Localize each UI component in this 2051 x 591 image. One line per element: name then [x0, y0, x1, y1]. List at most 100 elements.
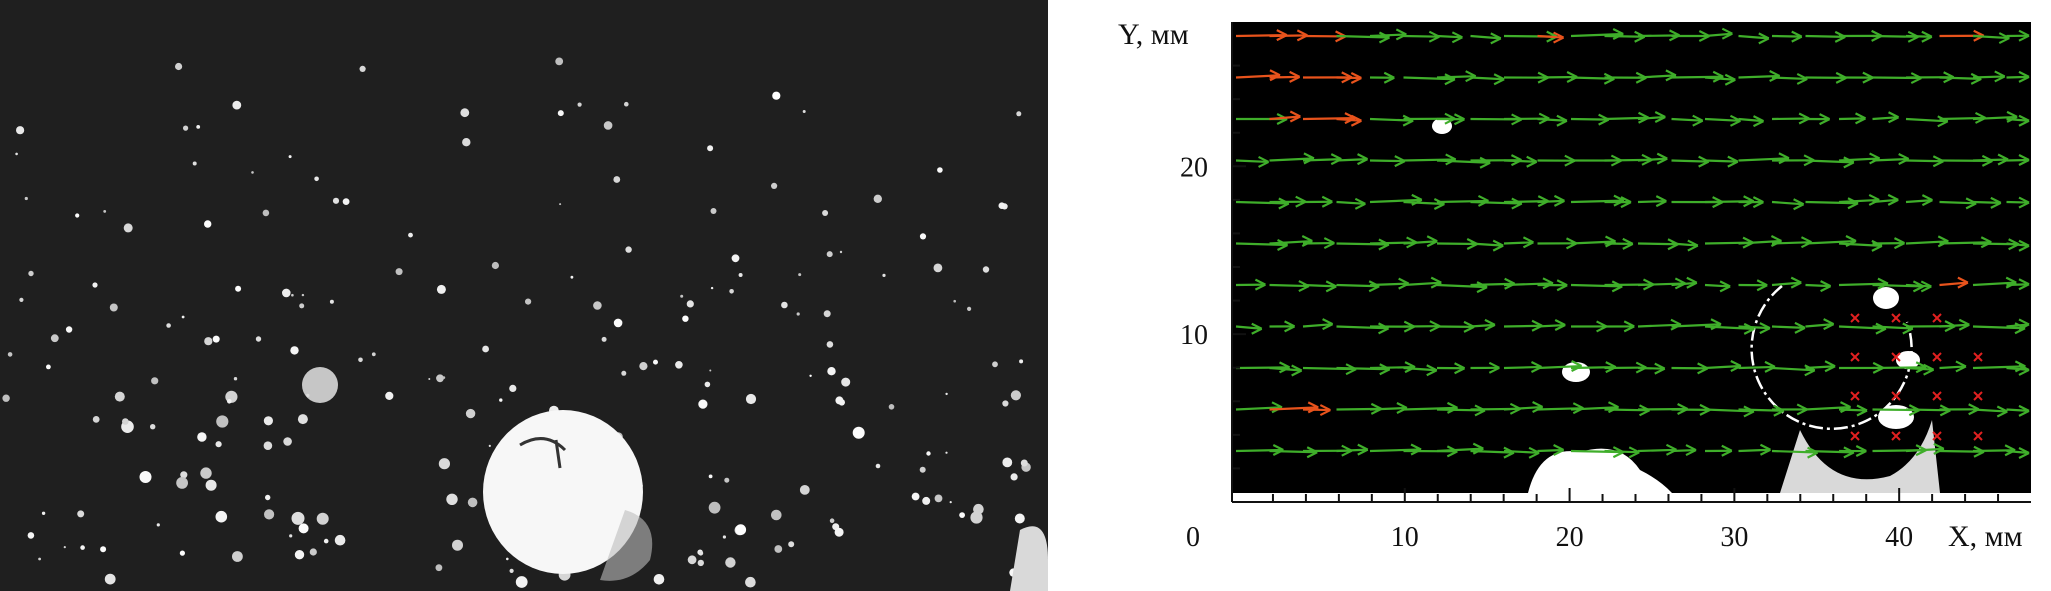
- masked-marker: [1850, 352, 1860, 362]
- seed-particle: [15, 152, 18, 156]
- x-tick-label: 30: [1720, 522, 1748, 553]
- velocity-vector: [1336, 153, 1369, 166]
- seed-particle: [796, 312, 800, 316]
- seed-particle: [204, 220, 212, 228]
- seed-particle: [1010, 390, 1022, 401]
- velocity-vector: [1302, 318, 1334, 331]
- seed-particle: [255, 336, 262, 342]
- seed-particle: [1002, 457, 1013, 468]
- velocity-vector: [1939, 318, 1970, 331]
- velocity-vector: [1302, 195, 1333, 208]
- velocity-vector: [2006, 363, 2030, 376]
- seed-particle: [998, 202, 1006, 209]
- seed-particle: [452, 539, 463, 551]
- seed-particle: [215, 441, 222, 448]
- velocity-vector: [1637, 110, 1666, 123]
- velocity-vector: [1838, 71, 1874, 84]
- piv-vector-field: 10 20 30 40 10 20 Y, мм X, мм 0: [1118, 18, 2031, 553]
- white-blob: [1562, 362, 1590, 382]
- seed-particle: [722, 535, 727, 539]
- seed-particle: [1016, 111, 1022, 117]
- masked-marker: [1932, 391, 1942, 401]
- masked-marker: [1850, 313, 1860, 323]
- seed-particle: [114, 391, 125, 402]
- seed-particle: [436, 284, 446, 294]
- seed-particle: [788, 541, 795, 548]
- seed-particle: [50, 334, 59, 343]
- seed-particle: [233, 377, 238, 381]
- velocity-vector: [1972, 196, 2002, 209]
- seed-particle: [729, 289, 734, 294]
- velocity-vector: [1972, 70, 2006, 83]
- seed-particle: [675, 361, 683, 369]
- velocity-vector: [1738, 443, 1771, 456]
- origin-label: 0: [1186, 522, 1200, 553]
- seed-particle: [834, 527, 844, 537]
- seed-particle: [506, 557, 509, 561]
- masked-marker: [1891, 431, 1901, 441]
- velocity-vector: [1302, 404, 1331, 417]
- velocity-vector: [1704, 280, 1731, 293]
- seed-particle: [371, 352, 376, 357]
- velocity-vector: [1637, 152, 1668, 165]
- velocity-vector: [1336, 443, 1369, 456]
- seed-particle: [625, 246, 632, 253]
- masked-marker: [1891, 313, 1901, 323]
- seed-particle: [282, 288, 291, 298]
- masked-marker: [1891, 352, 1901, 362]
- seed-particle: [301, 293, 305, 297]
- seed-particle: [852, 426, 865, 439]
- seed-particle: [709, 369, 712, 372]
- seed-particle: [624, 101, 629, 107]
- seed-particle: [934, 494, 943, 503]
- seed-particle: [314, 176, 319, 182]
- seed-particle: [799, 485, 810, 495]
- velocity-vector: [1805, 113, 1831, 126]
- velocity-vector: [1637, 362, 1666, 375]
- seed-particle: [724, 477, 730, 483]
- velocity-vector: [1235, 322, 1263, 335]
- seed-particle: [359, 65, 366, 72]
- seed-particle: [482, 345, 489, 353]
- velocity-vector: [2006, 278, 2030, 291]
- seed-particle: [38, 557, 41, 561]
- seed-particle: [92, 282, 98, 288]
- seed-particle: [838, 399, 845, 406]
- seed-particle: [959, 512, 965, 518]
- seed-particle: [80, 545, 85, 550]
- seed-particle: [875, 463, 881, 469]
- y-axis-label: Y, мм: [1118, 18, 1189, 51]
- seed-particle: [570, 275, 574, 279]
- velocity-vector: [1939, 276, 1969, 289]
- velocity-vector: [1470, 318, 1496, 331]
- seed-particle: [232, 551, 243, 562]
- masked-marker: [1973, 391, 1983, 401]
- seed-particle: [442, 376, 446, 379]
- velocity-vector: [1704, 73, 1736, 86]
- seed-particle: [937, 167, 943, 173]
- seed-particle: [298, 523, 309, 534]
- seed-particle: [465, 408, 476, 419]
- seed-particle: [329, 299, 334, 304]
- x-tick-label: 10: [1391, 522, 1419, 553]
- velocity-vector: [1939, 360, 1967, 373]
- velocity-vector: [2006, 114, 2030, 127]
- seed-particle: [967, 306, 972, 311]
- velocity-vector: [1704, 360, 1742, 373]
- bottom-blob-cloud: [1528, 448, 1672, 493]
- seed-particle: [180, 471, 188, 479]
- seed-particle: [212, 335, 220, 343]
- seed-particle: [151, 377, 159, 385]
- seed-particle: [601, 336, 607, 342]
- seed-particle: [680, 294, 684, 298]
- velocity-vector: [1872, 237, 1905, 250]
- velocity-vector: [1369, 71, 1395, 84]
- seed-particle: [262, 209, 270, 217]
- seed-particle: [525, 298, 532, 305]
- seed-particle: [919, 466, 926, 473]
- seed-particle: [181, 315, 185, 319]
- seed-particle: [992, 361, 998, 368]
- x-axis-label: X, мм: [1948, 520, 2023, 553]
- velocity-vector: [1838, 404, 1868, 417]
- seed-particle: [774, 545, 783, 553]
